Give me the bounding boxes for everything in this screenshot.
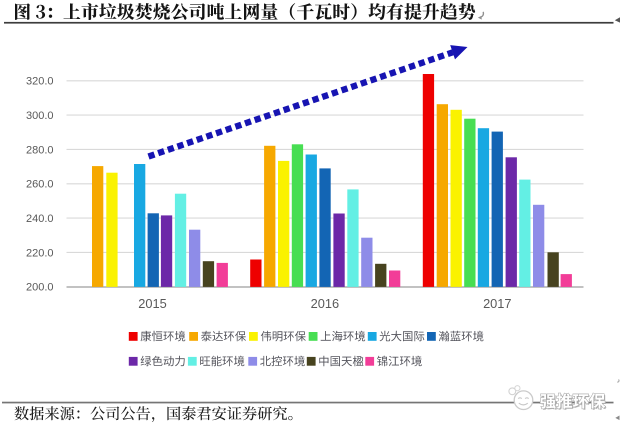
svg-text:240.0: 240.0 (26, 213, 54, 225)
svg-text:2016: 2016 (311, 296, 339, 311)
svg-text:320.0: 320.0 (26, 76, 54, 88)
svg-text:220.0: 220.0 (26, 247, 54, 259)
svg-text:2017: 2017 (483, 296, 511, 311)
svg-text:200.0: 200.0 (26, 282, 54, 294)
svg-text:280.0: 280.0 (26, 144, 54, 156)
svg-text:300.0: 300.0 (26, 110, 54, 122)
svg-text:2015: 2015 (138, 296, 166, 311)
svg-text:260.0: 260.0 (26, 179, 54, 191)
